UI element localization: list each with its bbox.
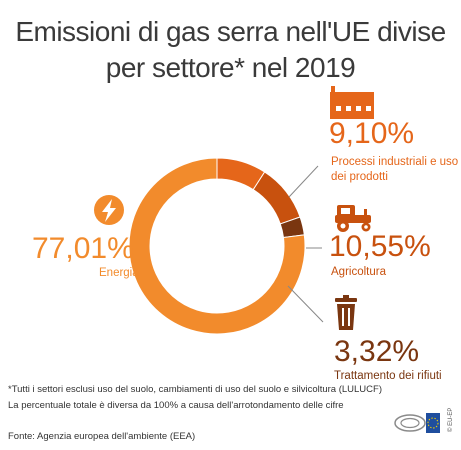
trash-bin-icon: [335, 295, 357, 330]
footnote-source: Fonte: Agenzia europea dell'ambiente (EE…: [8, 431, 196, 442]
ep-logo-text: © EU-EP: [447, 408, 454, 432]
chart-title: Emissioni di gas serra nell'UE divise pe…: [0, 14, 461, 86]
title-line-1: Emissioni di gas serra nell'UE divise: [15, 16, 446, 47]
ep-logo: [394, 413, 440, 433]
industria-label-line-2: dei prodotti: [331, 171, 388, 183]
title-line-2: per settore* nel 2019: [105, 52, 356, 83]
industria-label-line-1: Processi industriali e uso: [331, 156, 459, 168]
agricoltura-label: Agricoltura: [331, 266, 386, 278]
agricoltura-percentage: 10,55%: [329, 230, 431, 263]
industria-percentage: 9,10%: [329, 117, 415, 150]
rifiuti-label: Trattamento dei rifiuti: [334, 370, 442, 382]
tractor-icon: [335, 205, 371, 232]
leader-line-industria: [288, 165, 319, 198]
donut-slice-agricoltura: [252, 171, 301, 225]
rifiuti-percentage: 3,32%: [334, 335, 420, 368]
energia-label: Energia: [99, 267, 139, 279]
lightning-icon: [94, 195, 124, 225]
donut-slice-energia: [128, 157, 306, 335]
leader-line-rifiuti: [287, 285, 324, 323]
footnote-lulucf: *Tutti i settori esclusi uso del suolo, …: [8, 384, 382, 395]
footnote-rounding: La percentuale totale è diversa da 100% …: [8, 400, 344, 411]
energia-percentage: 77,01%: [32, 232, 134, 265]
factory-icon: [330, 86, 374, 119]
